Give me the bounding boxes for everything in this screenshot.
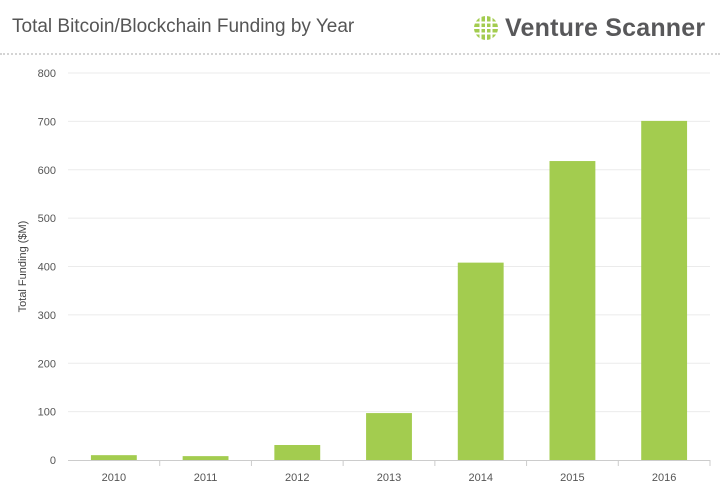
y-tick-label: 100 [38,407,56,419]
y-axis-ticks: 0 100 200 300 400 500 600 700 800 [38,68,56,467]
x-axis-ticks: 2010 2011 2012 2013 2014 2015 2016 [102,460,711,484]
bar-2013 [366,413,412,460]
bar-2011 [182,456,229,460]
y-tick-label: 500 [38,213,56,225]
y-tick-label: 0 [50,455,56,467]
x-tick-label: 2016 [652,472,676,484]
y-tick-label: 800 [38,68,56,80]
chart-title: Total Bitcoin/Blockchain Funding by Year [12,16,355,37]
chart-header: Total Bitcoin/Blockchain Funding by Year… [0,0,720,55]
y-axis-title: Total Funding ($M) [17,221,29,313]
y-tick-label: 400 [38,262,56,274]
y-tick-label: 700 [38,116,56,128]
x-tick-label: 2013 [377,472,401,484]
x-tick-label: 2012 [285,472,309,484]
brand-name: Venture Scanner [505,13,706,42]
x-tick-label: 2015 [560,472,584,484]
header-divider [0,53,720,55]
y-tick-label: 300 [38,310,56,322]
gridlines [68,72,710,413]
bar-2015 [549,161,596,460]
bar-2014 [457,262,504,460]
y-tick-label: 200 [38,358,56,370]
x-tick-label: 2011 [194,472,218,484]
bars [90,120,688,461]
x-tick-label: 2014 [468,472,492,484]
bar-2016 [641,120,688,461]
brand-logo: Venture Scanner [473,12,705,44]
x-tick-label: 2010 [102,472,126,484]
venture-scanner-logo-icon [474,16,498,40]
bar-2010 [90,455,137,460]
bar-2012 [274,445,321,460]
y-tick-label: 600 [38,165,56,177]
